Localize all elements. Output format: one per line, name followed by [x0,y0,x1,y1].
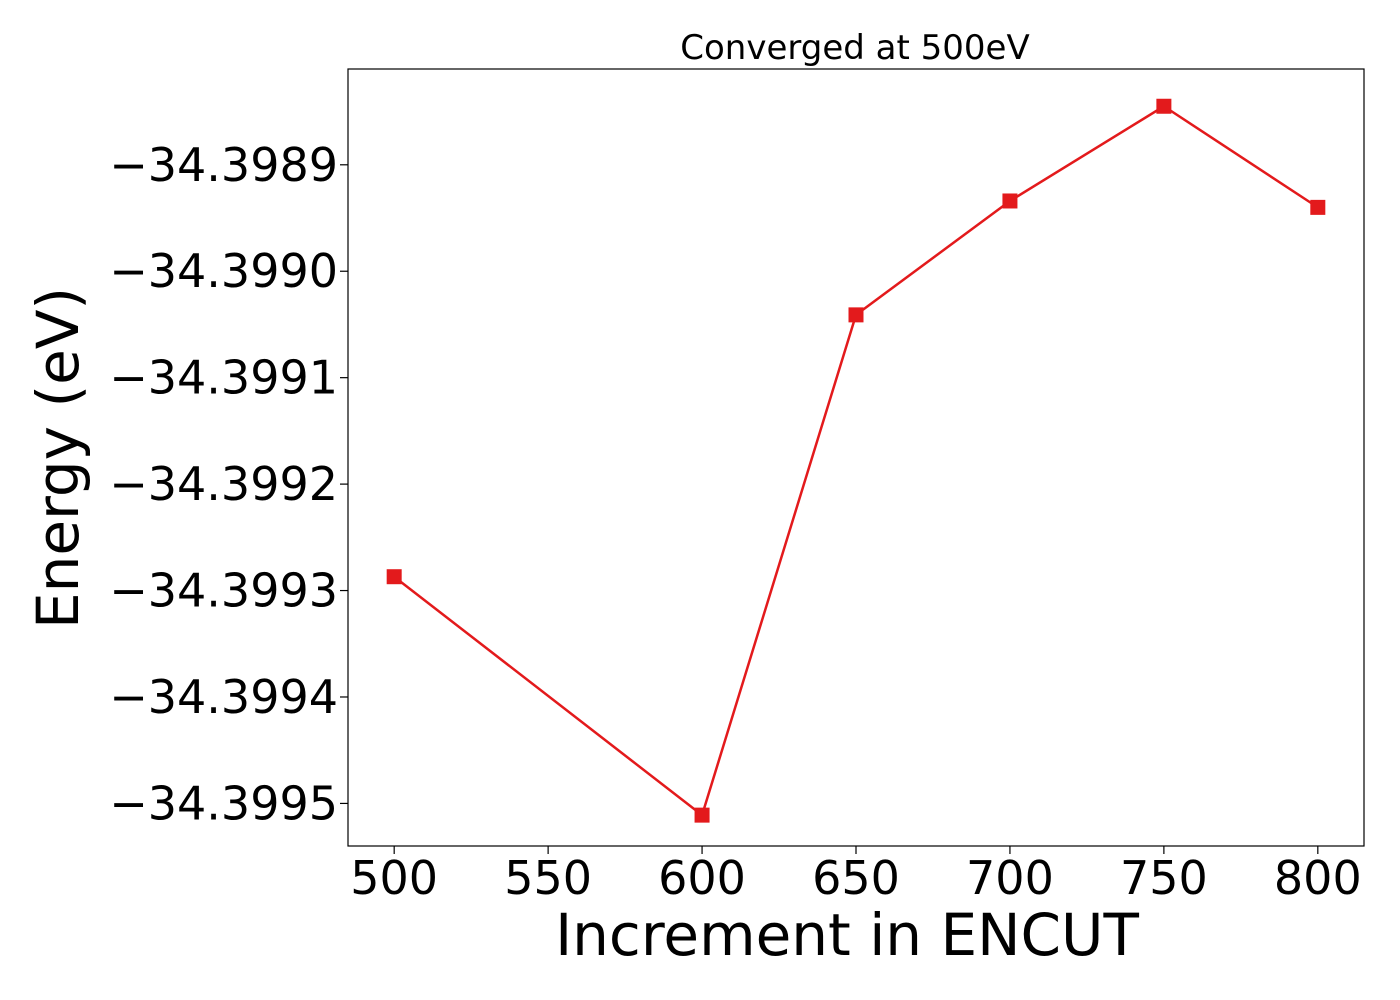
series-line [393,105,1319,817]
data-point-marker [1310,199,1326,215]
y-axis: −34.3995 −34.3994 −34.3993 −34.3992 −34.3991… [109,138,348,830]
y-tick-label: −34.3989 [109,138,338,192]
x-tick-label: 500 [350,851,438,905]
data-point-marker [1002,193,1018,209]
x-tick-label: 700 [966,851,1054,905]
x-tick-label: 650 [812,851,900,905]
data-point-marker [1156,98,1172,114]
plot-frame [347,68,1365,847]
y-tick-label: −34.3994 [109,670,338,724]
x-tick-label: 600 [658,851,746,905]
x-axis: 500 550 600 650 700 750 800 [350,846,1362,905]
data-point-marker [848,307,864,323]
x-tick-label: 750 [1120,851,1208,905]
series-layer [386,98,1326,823]
chart-title: Converged at 500eV [680,28,1029,68]
x-axis-label: Increment in ENCUT [555,901,1139,969]
y-tick-label: −34.3991 [109,351,338,405]
y-tick-label: −34.3992 [109,457,338,511]
y-axis-label: Energy (eV) [24,287,92,629]
x-tick-label: 550 [504,851,592,905]
data-point-marker [694,807,710,823]
y-tick-label: −34.3995 [109,776,338,830]
y-tick-label: −34.3993 [109,564,338,618]
data-point-marker [386,569,402,585]
x-tick-label: 800 [1274,851,1362,905]
y-tick-label: −34.3990 [109,244,338,298]
